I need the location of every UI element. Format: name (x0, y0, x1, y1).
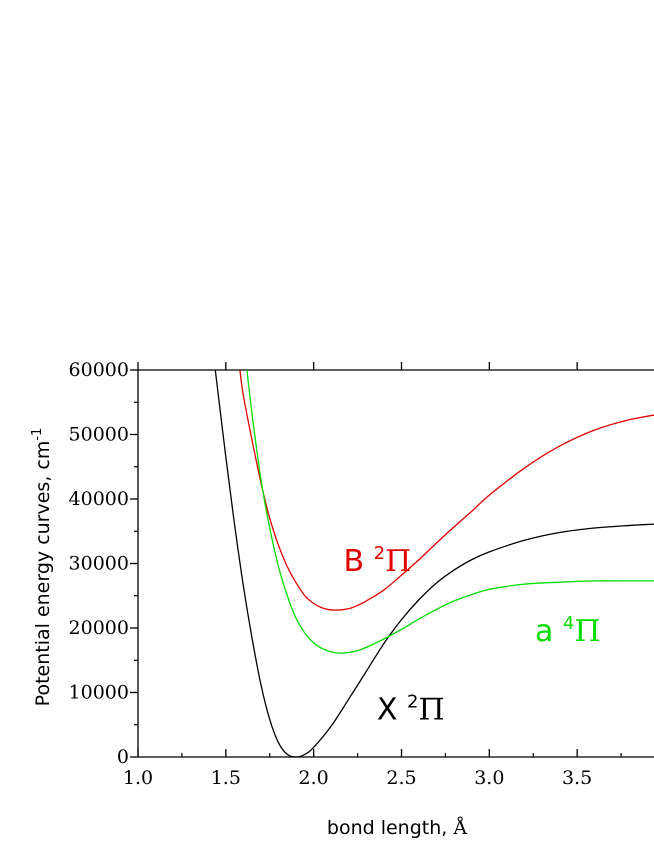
curve-label-multiplicity: 4 (563, 613, 574, 634)
x-axis-title-text: bond length, (327, 817, 453, 839)
x-axis-unit: Å (452, 817, 467, 839)
curves (214, 370, 654, 758)
y-axis-title-text: Potential energy curves, cm (32, 441, 54, 707)
curve-label-x: X 2Π (377, 692, 445, 728)
y-tick-label: 60000 (69, 359, 129, 381)
y-tick-label: 10000 (69, 682, 129, 704)
curve-label-symmetry: Π (574, 614, 600, 649)
curve-x-2 (214, 370, 654, 758)
x-tick-label: 1.0 (123, 767, 153, 789)
x-tick-label: 2.5 (386, 767, 416, 789)
axes: 1.0 1.5 2.0 2.5 3.0 3.5 4 0 10000 20000 30000 40000… (69, 359, 654, 789)
curve-label-state: B (344, 544, 374, 579)
curve-a-4 (246, 370, 654, 654)
curve-label-state: a (535, 614, 563, 649)
x-tick-label: 1.5 (211, 767, 241, 789)
y-axis-title: Potential energy curves, cm-1 (30, 428, 54, 707)
y-tick-label: 30000 (69, 553, 129, 575)
curve-label-symmetry: Π (385, 544, 411, 579)
y-tick-label: 20000 (69, 617, 129, 639)
y-tick-label: 50000 (69, 424, 129, 446)
curve-label-symmetry: Π (418, 693, 444, 728)
curve-labels: B 2Πa 4ΠX 2Π (344, 543, 601, 727)
y-tick-label: 0 (117, 746, 129, 768)
x-tick-label: 3.0 (474, 767, 504, 789)
curve-label-b: B 2Π (344, 543, 412, 579)
curve-label-multiplicity: 2 (374, 543, 385, 564)
curve-label-a: a 4Π (535, 613, 601, 649)
curve-label-state: X (377, 693, 407, 728)
x-tick-label: 2.0 (299, 767, 329, 789)
y-tick-label: 40000 (69, 488, 129, 510)
x-tick-label: 3.5 (562, 767, 592, 789)
curve-label-multiplicity: 2 (407, 692, 418, 713)
x-axis-title: bond length, Å (327, 817, 467, 839)
y-axis-title-sup: -1 (30, 428, 45, 441)
curve-b-2 (239, 370, 654, 611)
